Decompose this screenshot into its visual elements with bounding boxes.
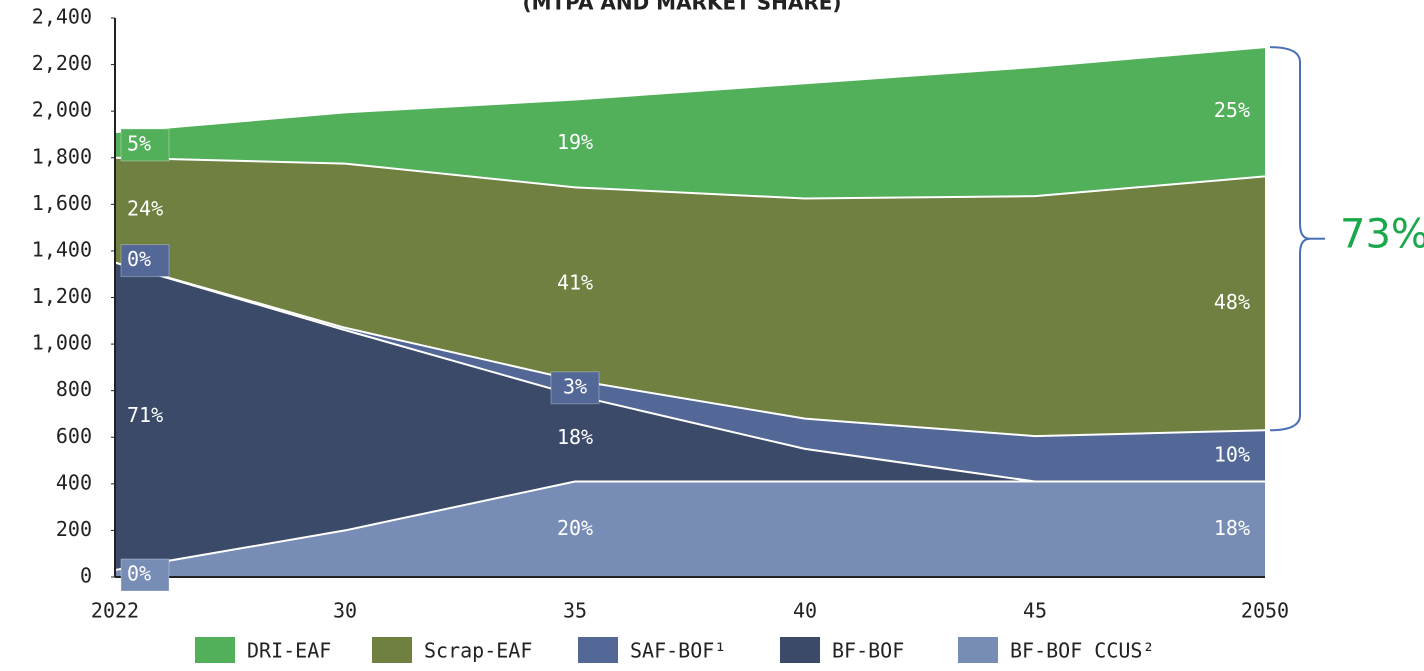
legend-label: SAF-BOF¹ bbox=[630, 639, 726, 663]
y-tick-label: 2,400 bbox=[32, 5, 92, 29]
y-tick-label: 800 bbox=[56, 377, 92, 401]
y-tick-label: 400 bbox=[56, 470, 92, 494]
area bbox=[115, 47, 1265, 199]
share-label: 20% bbox=[557, 516, 593, 540]
share-label: 18% bbox=[557, 425, 593, 449]
legend-swatch bbox=[195, 637, 235, 663]
legend-label: BF-BOF CCUS² bbox=[1010, 639, 1155, 663]
label-box bbox=[120, 244, 170, 278]
x-tick-label: 30 bbox=[333, 599, 357, 623]
share-label: 18% bbox=[1214, 516, 1250, 540]
share-label: 25% bbox=[1214, 98, 1250, 122]
x-tick-label: 35 bbox=[563, 599, 587, 623]
share-label: 24% bbox=[127, 197, 163, 221]
legend-swatch bbox=[372, 637, 412, 663]
area-edge bbox=[114, 156, 1266, 200]
legend-label: DRI-EAF bbox=[247, 639, 331, 663]
share-label: 10% bbox=[1214, 442, 1250, 466]
area bbox=[115, 262, 1265, 571]
share-label: 71% bbox=[127, 403, 163, 427]
label-box bbox=[550, 371, 600, 405]
area bbox=[115, 481, 1265, 577]
legend-swatch bbox=[958, 637, 998, 663]
share-label: 41% bbox=[557, 270, 593, 294]
y-tick-label: 1,600 bbox=[32, 191, 92, 215]
y-tick-label: 1,800 bbox=[32, 144, 92, 168]
x-tick-label: 45 bbox=[1023, 599, 1047, 623]
area bbox=[115, 157, 1265, 437]
bracket-label: 73% bbox=[1340, 212, 1424, 258]
y-tick-label: 200 bbox=[56, 517, 92, 541]
share-label: 48% bbox=[1214, 290, 1250, 314]
share-label: 0% bbox=[127, 247, 151, 271]
bracket bbox=[1269, 46, 1311, 432]
area-edge bbox=[114, 261, 1265, 483]
label-box bbox=[120, 558, 170, 592]
share-label: 19% bbox=[557, 130, 593, 154]
y-tick-label: 2,200 bbox=[32, 51, 92, 75]
share-label: 3% bbox=[563, 374, 587, 398]
x-tick-label: 2022 bbox=[91, 599, 139, 623]
share-label: 0% bbox=[127, 562, 151, 586]
y-tick-label: 0 bbox=[80, 564, 92, 588]
legend-label: BF-BOF bbox=[832, 639, 904, 663]
y-tick-label: 600 bbox=[56, 424, 92, 448]
legend-swatch bbox=[780, 637, 820, 663]
legend-swatch bbox=[578, 637, 618, 663]
x-tick-label: 40 bbox=[793, 599, 817, 623]
chart-title: (MTPA AND MARKET SHARE) bbox=[522, 0, 841, 15]
area-edge bbox=[114, 46, 1266, 134]
x-tick-label: 2050 bbox=[1241, 599, 1289, 623]
y-tick-label: 1,000 bbox=[32, 331, 92, 355]
y-tick-label: 1,400 bbox=[32, 237, 92, 261]
area-edge bbox=[114, 261, 1266, 438]
legend-label: Scrap-EAF bbox=[424, 639, 532, 663]
share-label: 5% bbox=[127, 131, 151, 155]
label-box bbox=[120, 128, 170, 162]
area bbox=[115, 262, 1265, 482]
y-tick-label: 2,000 bbox=[32, 98, 92, 122]
y-tick-label: 1,200 bbox=[32, 284, 92, 308]
